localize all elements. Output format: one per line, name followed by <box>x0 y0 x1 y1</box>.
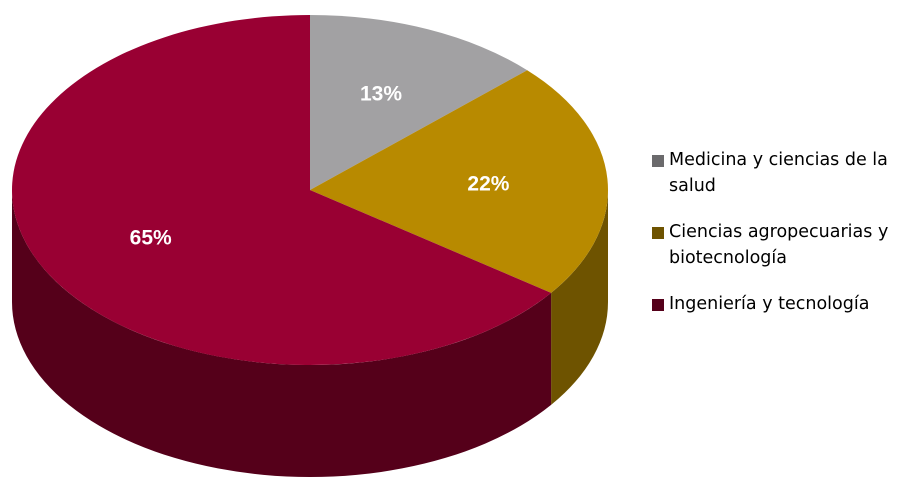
slice-value-label: 65% <box>130 227 172 250</box>
legend-item: Medicina y ciencias de la salud <box>652 147 920 199</box>
legend-item: Ciencias agropecuarias y biotecnología <box>652 219 920 271</box>
pie-slice <box>310 70 608 293</box>
slice-value-label: 13% <box>360 83 402 106</box>
legend-swatch <box>652 155 664 167</box>
legend-label: Ingeniería y tecnología <box>669 294 870 314</box>
pie-side-walls <box>12 190 608 477</box>
legend-swatch <box>652 227 664 239</box>
legend-swatch <box>652 299 664 311</box>
legend-label: Ciencias agropecuarias y biotecnología <box>669 222 889 268</box>
pie-slices <box>11 15 608 477</box>
pie-side-wall <box>12 190 552 477</box>
legend-item: Ingeniería y tecnología <box>652 291 920 317</box>
pie-side-wall <box>551 190 608 405</box>
legend-label: Medicina y ciencias de la salud <box>669 150 888 196</box>
pie-slice <box>11 15 552 366</box>
slice-value-label: 22% <box>467 172 509 195</box>
legend: Medicina y ciencias de la salud Ciencias… <box>652 147 920 337</box>
pie-labels: 13% 22% 65% <box>130 83 510 250</box>
pie-slice <box>310 15 528 190</box>
